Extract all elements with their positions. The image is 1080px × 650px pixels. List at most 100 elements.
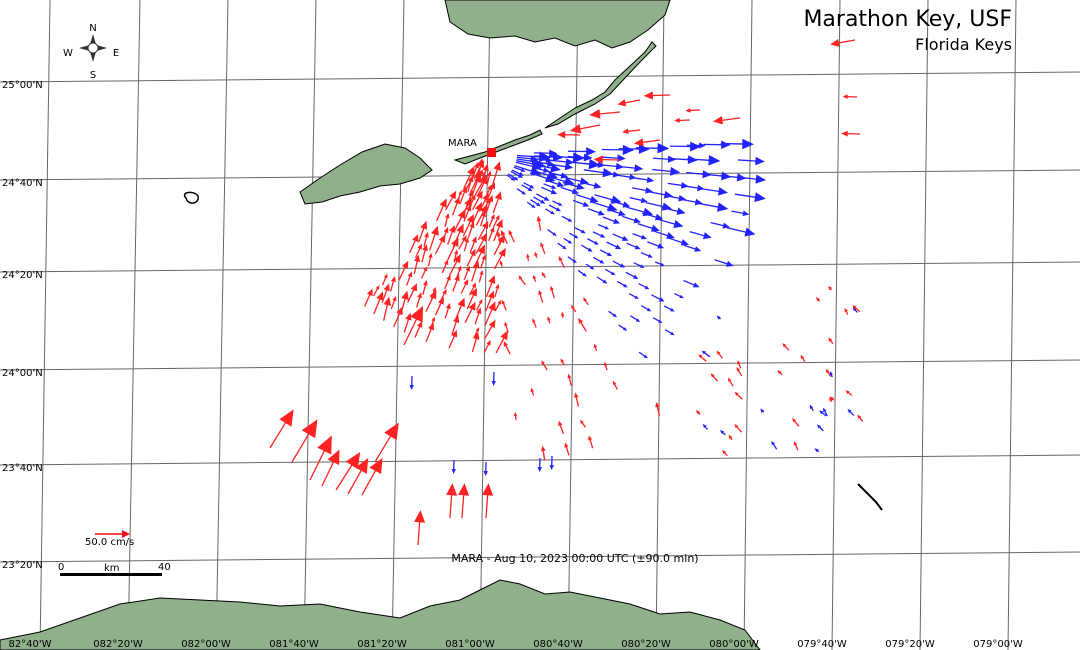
vector-head (345, 452, 361, 470)
lat-label: 23°40'N (2, 463, 43, 474)
vector-head (473, 161, 479, 169)
vector-head (725, 260, 734, 267)
lon-line (1007, 0, 1017, 650)
vector-head (446, 274, 451, 281)
vector-head (486, 339, 491, 346)
vector-head (816, 424, 822, 429)
vector-head (698, 354, 703, 359)
vector-head (792, 417, 797, 423)
vector-head (658, 319, 663, 324)
vector-head (417, 243, 422, 250)
vector-head (657, 243, 665, 249)
vector-head (550, 163, 561, 173)
vector-head (721, 140, 731, 149)
vector-head (488, 301, 496, 312)
vector-head (654, 213, 664, 221)
vector-head (279, 409, 294, 427)
vector-head (487, 184, 492, 191)
vector-head (401, 290, 409, 301)
vector-head (479, 270, 484, 275)
vector-head (401, 260, 409, 270)
vector-head (458, 190, 462, 195)
vector-head (602, 167, 614, 178)
cuba (0, 579, 761, 650)
vector-head (410, 305, 424, 323)
vector-head (451, 329, 458, 338)
vector-head (660, 262, 665, 267)
vector-head (532, 318, 536, 323)
lon-line (743, 0, 753, 650)
vector-head (451, 469, 456, 474)
vector-head (621, 235, 629, 241)
vector-head (716, 315, 721, 320)
vector-head (458, 483, 470, 496)
vector-head (355, 458, 369, 474)
vector-head (498, 247, 506, 258)
vector-head (417, 320, 423, 328)
vector-head (457, 265, 462, 271)
vector-head (466, 213, 474, 224)
vector-head (722, 449, 727, 455)
vector-head (618, 210, 626, 217)
vector-head (536, 202, 541, 207)
vector-head (475, 327, 480, 332)
vector-head (857, 414, 862, 419)
vector-head (375, 285, 380, 290)
vector-head (825, 368, 830, 374)
vector-head (634, 295, 639, 300)
vector-head (423, 266, 428, 272)
vector-head (558, 256, 563, 262)
vector-head (443, 226, 449, 234)
vector-head (481, 171, 486, 176)
vector-head (473, 170, 482, 181)
vector-head (646, 176, 655, 184)
vector-head (621, 128, 629, 135)
vector-head (383, 273, 388, 279)
vector-head (457, 209, 466, 220)
vector-head (482, 163, 489, 172)
vector-head (474, 201, 482, 212)
vector-head (712, 115, 723, 125)
vector-head (490, 214, 495, 220)
lat-label: 23°20'N (2, 560, 43, 571)
lon-line (303, 0, 317, 650)
vector-head (479, 232, 488, 242)
vector-head (495, 283, 500, 289)
vector-head (674, 117, 680, 123)
vector-head (622, 144, 635, 156)
vector-head (599, 259, 605, 264)
lon-label: 081°00'W (445, 639, 495, 650)
vector-head (555, 207, 561, 212)
lon-line (919, 0, 929, 650)
vector-head (476, 307, 482, 315)
vector-head (543, 196, 550, 201)
vector-head (536, 215, 542, 222)
vector-head (510, 177, 516, 181)
vector-head (564, 442, 569, 448)
lon-label: 079°40'W (797, 639, 847, 650)
lower-keys (299, 143, 433, 205)
vector-head (500, 230, 506, 236)
vector-head (541, 271, 546, 277)
vector-head (777, 369, 782, 375)
marquesas (183, 191, 199, 204)
vector-head (473, 331, 480, 340)
vector-head (655, 402, 660, 408)
vector-head (816, 297, 820, 302)
vector-head (571, 188, 580, 195)
vector-head (590, 265, 595, 270)
vector-head (366, 288, 373, 297)
vector-head (488, 275, 496, 285)
vector-head (847, 408, 852, 414)
vector-head (461, 235, 467, 242)
vector-head (634, 164, 644, 173)
vector-head (640, 234, 647, 240)
vector-head (634, 244, 641, 250)
vector-head (556, 181, 565, 188)
vector-head (513, 411, 518, 417)
vector-head (643, 91, 654, 100)
vector-head (680, 182, 689, 189)
vector-head (742, 138, 754, 150)
vector-head (567, 218, 573, 222)
vector-head (488, 319, 496, 329)
